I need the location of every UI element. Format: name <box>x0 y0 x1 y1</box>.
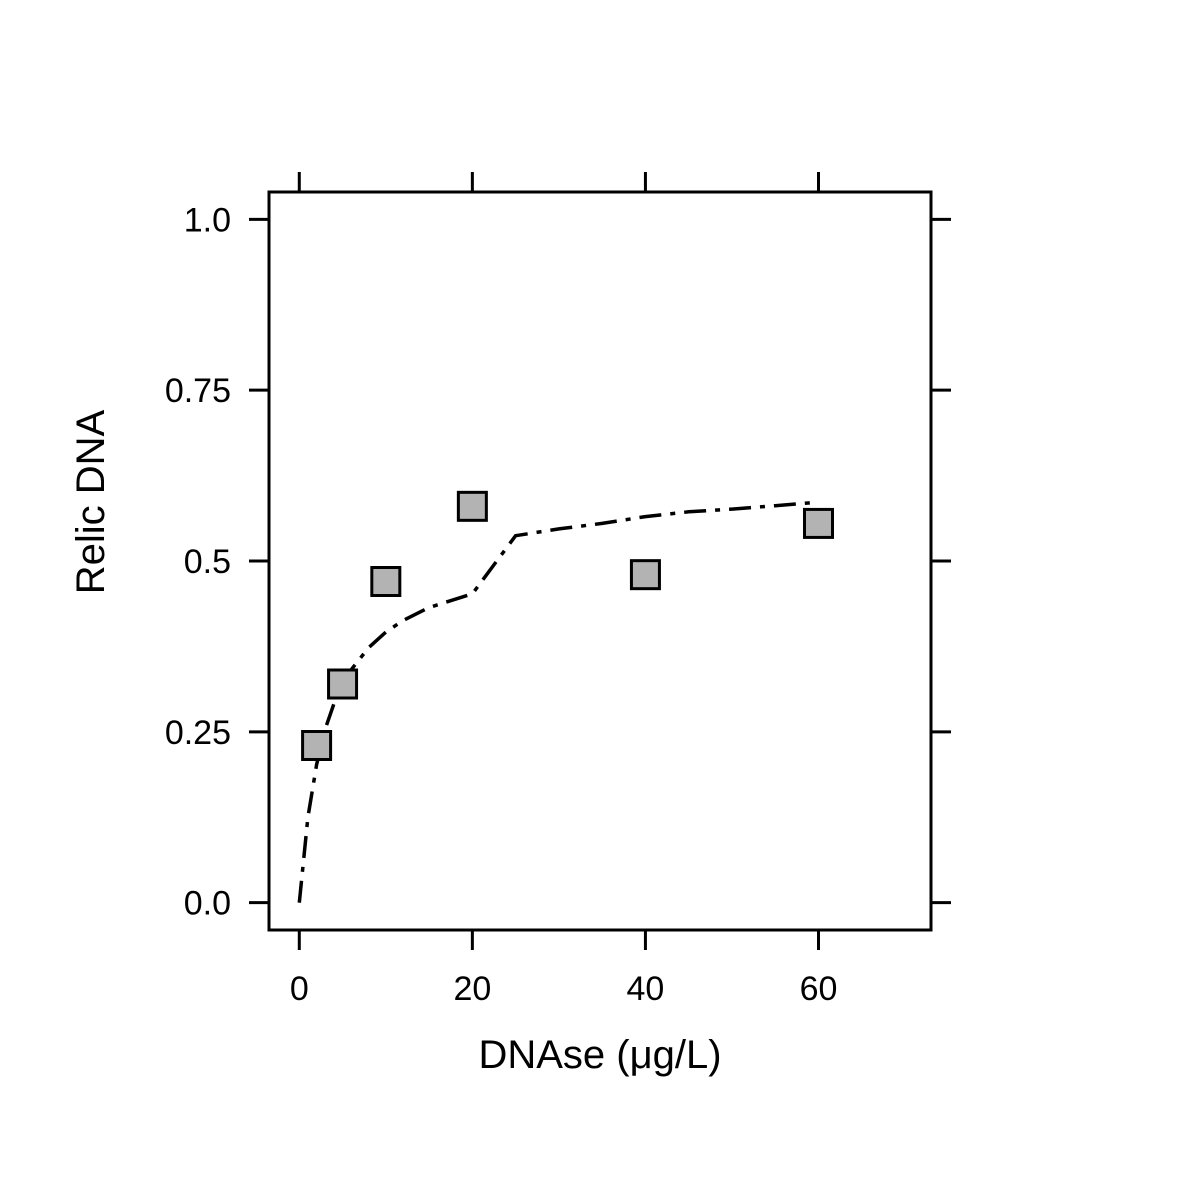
x-tick-label: 60 <box>800 970 838 1008</box>
y-tick-label: 0.25 <box>165 714 231 752</box>
y-tick-label: 0.5 <box>184 543 231 581</box>
data-point-square <box>456 490 488 522</box>
y-tick-label: 1.0 <box>184 201 231 239</box>
data-point-square <box>370 566 402 597</box>
y-axis-label: Relic DNA <box>69 409 113 594</box>
x-tick-label: 40 <box>627 970 665 1008</box>
x-tick-label: 20 <box>453 970 491 1008</box>
axis-ticks <box>249 172 951 950</box>
tick-labels: 0 20 40 60 0.0 0.25 0.5 0.75 1.0 <box>165 201 838 1008</box>
data-marks <box>297 490 835 903</box>
data-point-square <box>803 507 835 539</box>
plot-frame <box>267 190 933 932</box>
data-point-square <box>629 559 661 591</box>
x-tick-label: 0 <box>290 970 309 1008</box>
y-tick-label: 0.0 <box>184 885 231 923</box>
fit-curve-line <box>297 500 819 903</box>
data-point-square <box>327 668 359 700</box>
data-point-square <box>301 730 333 761</box>
x-axis-label: DNAse (μg/L) <box>478 1033 721 1077</box>
y-tick-label: 0.75 <box>165 372 231 410</box>
